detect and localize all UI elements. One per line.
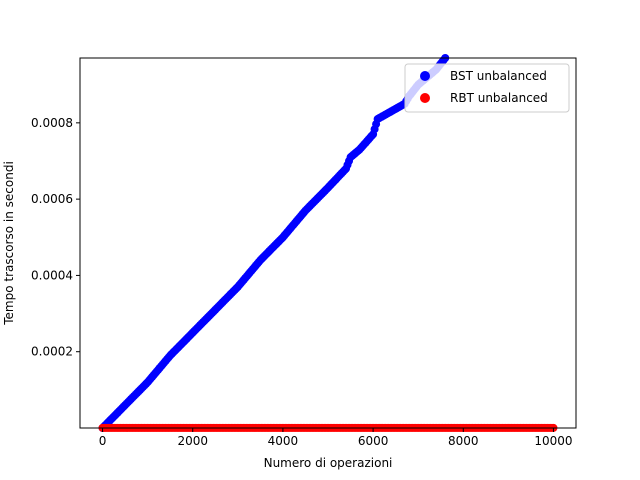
y-tick-label: 0.0004 [31,268,73,282]
bst-series [98,54,450,432]
legend-marker-bst [420,71,430,81]
y-tick-label: 0.0002 [31,345,73,359]
x-tick-label: 6000 [358,434,389,448]
x-tick-label: 8000 [448,434,479,448]
x-axis: 0 2000 4000 6000 8000 10000 [99,428,573,448]
legend-label-rbt: RBT unbalanced [450,91,548,105]
x-tick-label: 10000 [534,434,572,448]
x-tick-label: 2000 [177,434,208,448]
legend-label-bst: BST unbalanced [450,69,547,83]
legend: BST unbalanced RBT unbalanced [404,63,570,113]
legend-marker-rbt [420,93,430,103]
x-axis-label: Numero di operazioni [264,456,393,470]
y-tick-label: 0.0008 [31,116,73,130]
x-tick-label: 4000 [268,434,299,448]
y-tick-label: 0.0006 [31,192,73,206]
plot-area-frame [79,57,577,429]
y-axis-label: Tempo trascorso in secondi [2,161,16,326]
legend-box [404,63,570,113]
y-axis: 0.0002 0.0004 0.0006 0.0008 [31,116,80,359]
x-tick-label: 0 [99,434,107,448]
